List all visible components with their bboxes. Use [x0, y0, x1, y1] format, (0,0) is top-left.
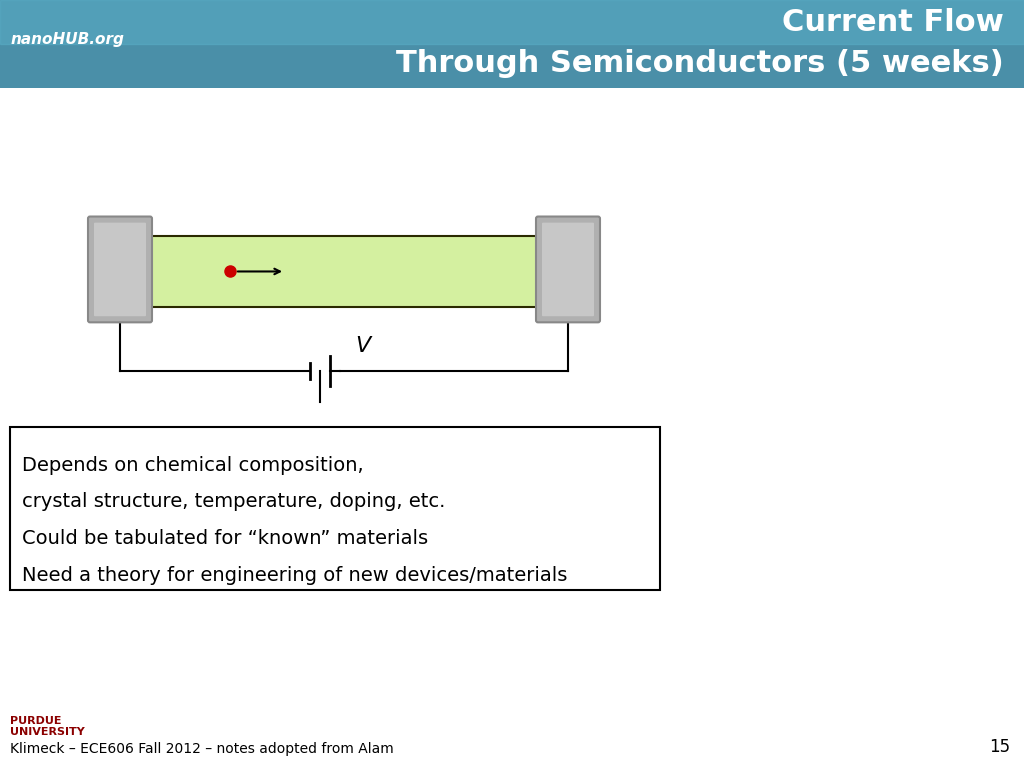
Text: Could be tabulated for “known” materials: Could be tabulated for “known” materials: [22, 529, 428, 548]
Text: PURDUE
UNIVERSITY: PURDUE UNIVERSITY: [10, 716, 85, 737]
FancyBboxPatch shape: [94, 223, 146, 316]
Text: Through Semiconductors (5 weeks): Through Semiconductors (5 weeks): [395, 49, 1004, 78]
Text: Need a theory for engineering of new devices/materials: Need a theory for engineering of new dev…: [22, 565, 567, 584]
Bar: [10, 427, 660, 590]
FancyBboxPatch shape: [88, 217, 152, 323]
Bar: [145, 236, 540, 307]
Bar: [0, 0, 1024, 44]
Text: crystal structure, temperature, doping, etc.: crystal structure, temperature, doping, …: [22, 492, 445, 511]
Text: Depends on chemical composition,: Depends on chemical composition,: [22, 455, 364, 475]
Text: $V$: $V$: [355, 336, 374, 356]
Text: Klimeck – ECE606 Fall 2012 – notes adopted from Alam: Klimeck – ECE606 Fall 2012 – notes adopt…: [10, 742, 394, 756]
FancyBboxPatch shape: [542, 223, 594, 316]
FancyBboxPatch shape: [536, 217, 600, 323]
Text: nanoHUB.org: nanoHUB.org: [10, 32, 124, 48]
Text: Current Flow: Current Flow: [781, 8, 1004, 37]
Text: 15: 15: [989, 738, 1010, 756]
